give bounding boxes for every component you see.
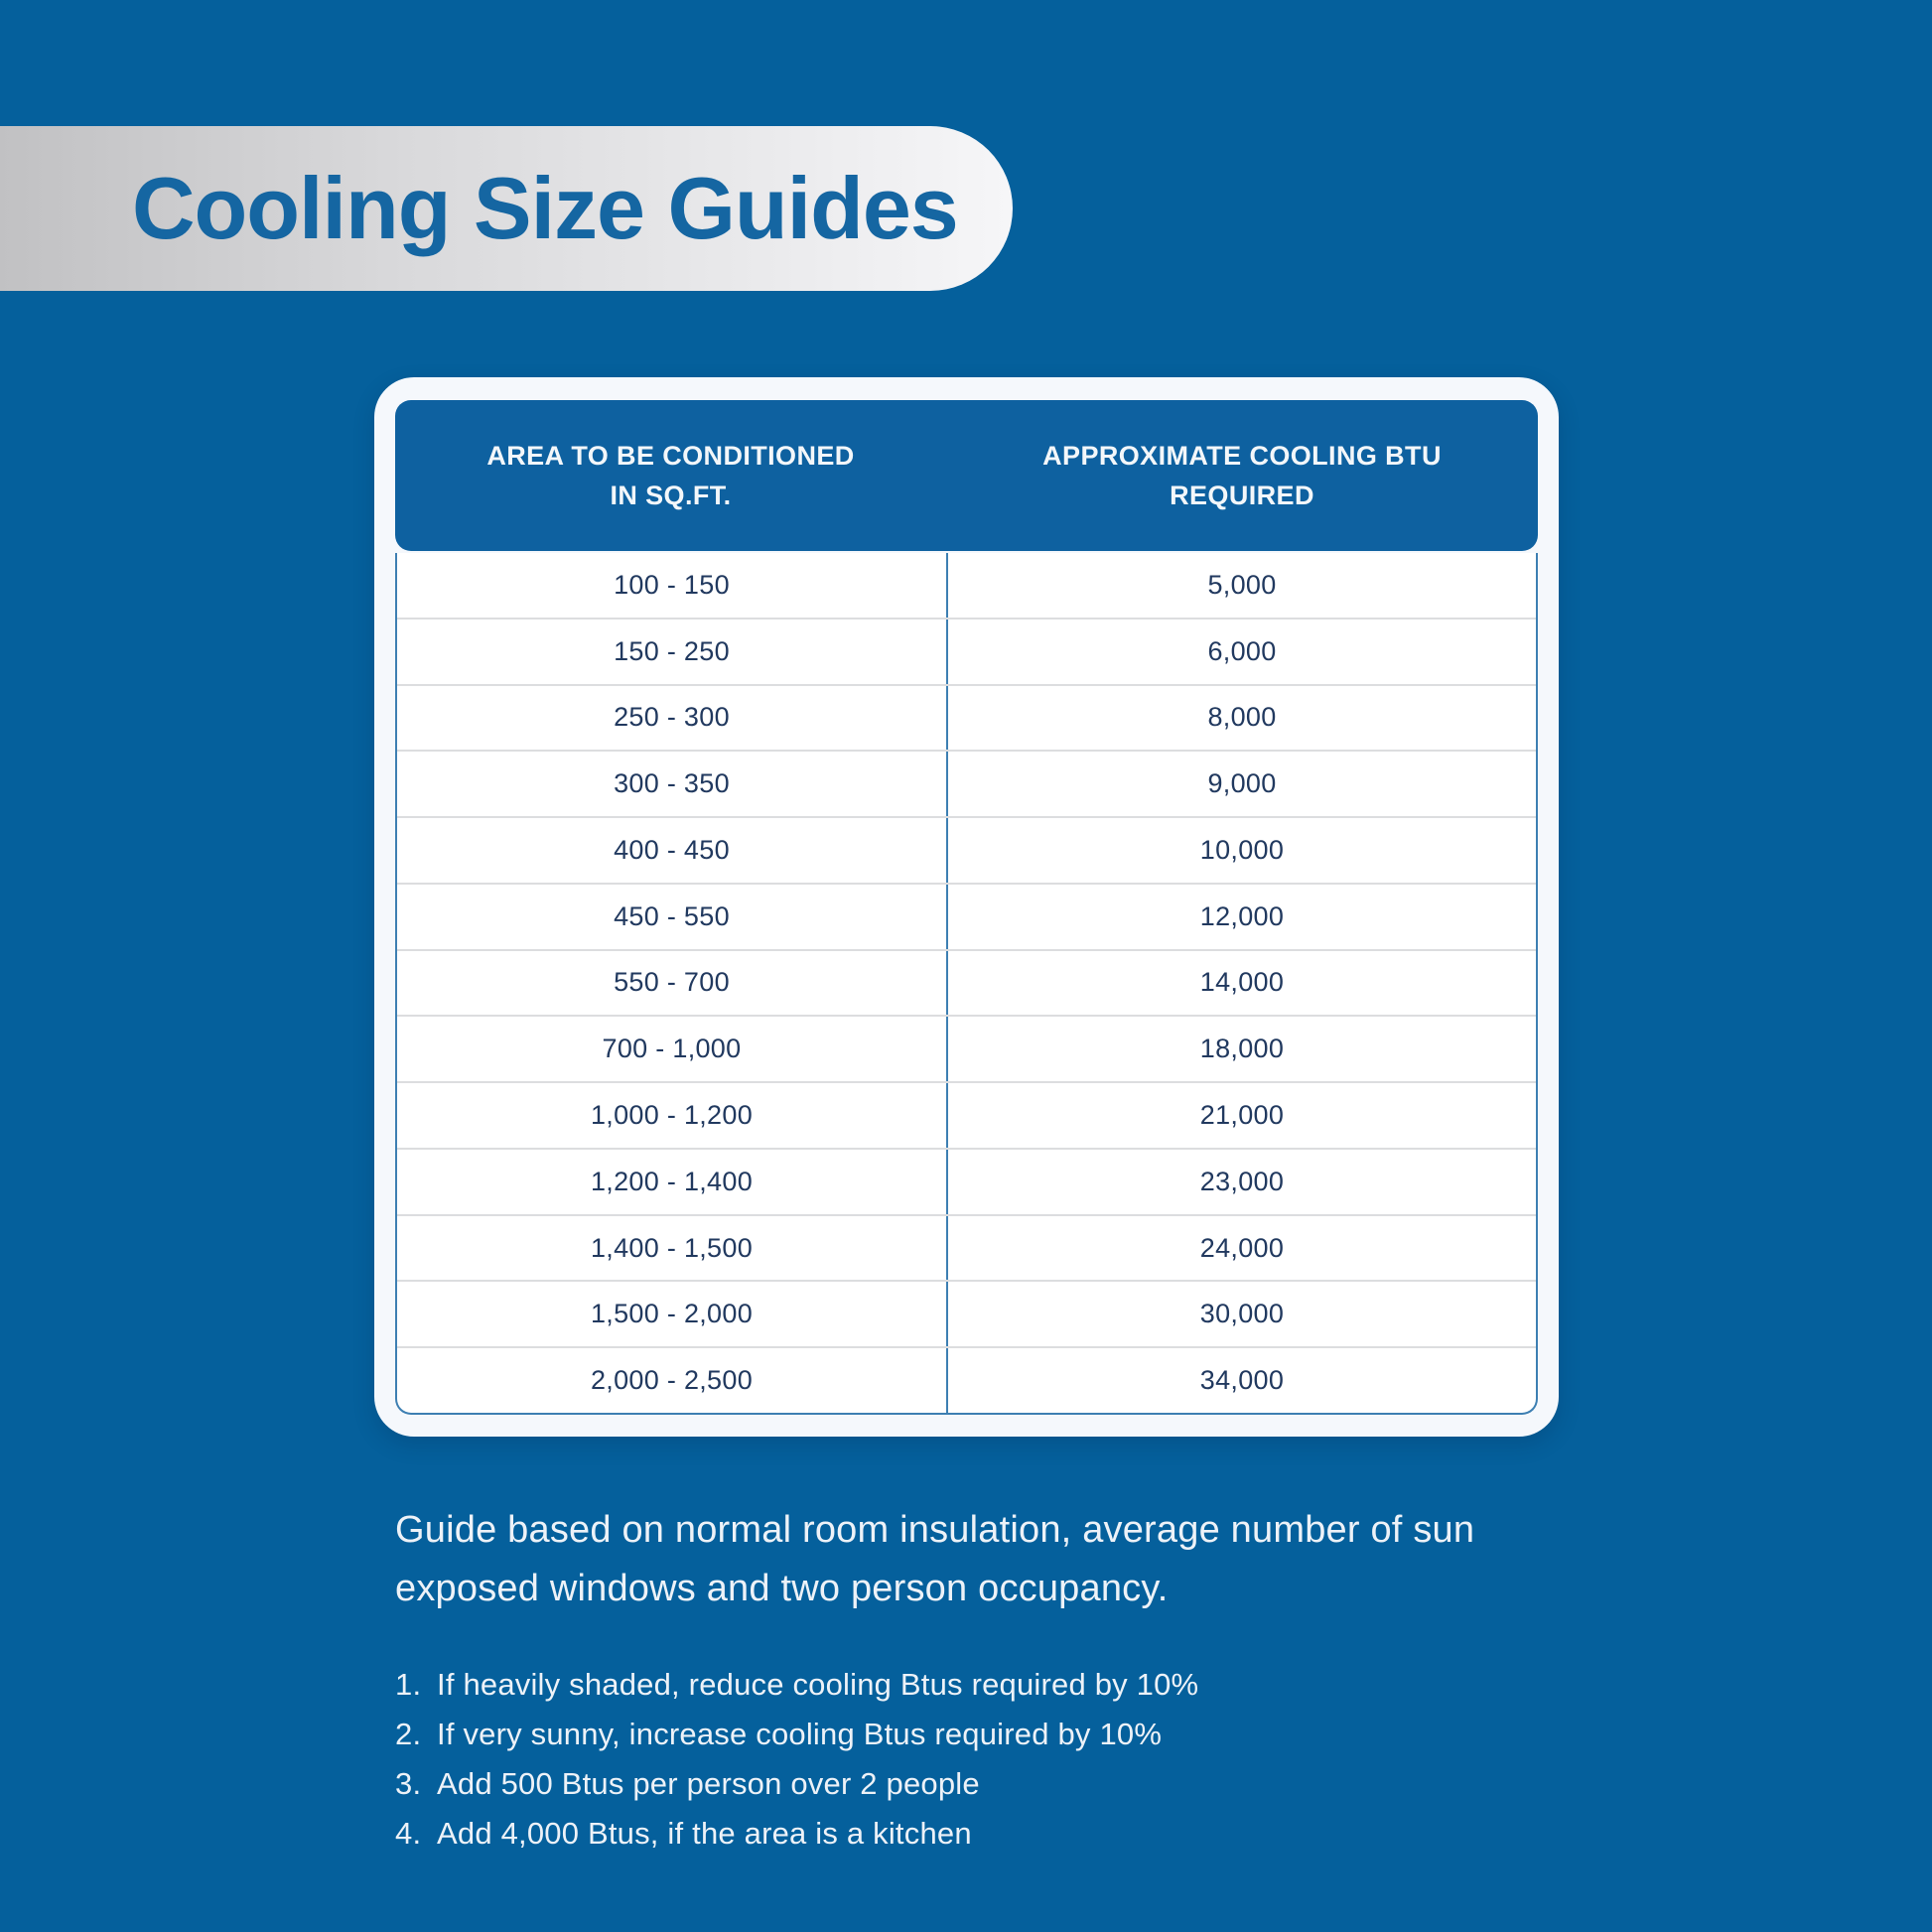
area-cell: 400 - 450: [397, 818, 948, 883]
table-row: 1,200 - 1,400 23,000: [397, 1149, 1536, 1216]
page-title: Cooling Size Guides: [132, 159, 959, 257]
table-row: 1,000 - 1,200 21,000: [397, 1083, 1536, 1150]
btu-cell: 23,000: [1199, 1166, 1285, 1196]
table-header: AREA TO BE CONDITIONED IN SQ.FT. APPROXI…: [395, 400, 1538, 551]
area-cell: 1,500 - 2,000: [397, 1282, 948, 1347]
area-cell: 550 - 700: [397, 950, 948, 1016]
note-text: Add 4,000 Btus, if the area is a kitchen: [437, 1816, 972, 1851]
column-header-area: AREA TO BE CONDITIONED IN SQ.FT.: [486, 440, 855, 511]
note-item: 1. If heavily shaded, reduce cooling Btu…: [395, 1660, 1198, 1710]
area-cell: 2,000 - 2,500: [397, 1348, 948, 1413]
area-cell: 1,400 - 1,500: [397, 1215, 948, 1281]
area-cell: 1,200 - 1,400: [397, 1149, 948, 1214]
btu-cell: 24,000: [1199, 1232, 1285, 1263]
note-number: 3.: [395, 1766, 422, 1801]
note-item: 3. Add 500 Btus per person over 2 people: [395, 1759, 1198, 1809]
note-text: Add 500 Btus per person over 2 people: [437, 1766, 980, 1801]
table-row: 300 - 350 9,000: [397, 752, 1536, 819]
area-cell: 150 - 250: [397, 619, 948, 684]
notes-list: 1. If heavily shaded, reduce cooling Btu…: [395, 1660, 1198, 1859]
btu-cell: 12,000: [1199, 900, 1285, 931]
cooling-table-card: AREA TO BE CONDITIONED IN SQ.FT. APPROXI…: [374, 377, 1559, 1437]
note-item: 4. Add 4,000 Btus, if the area is a kitc…: [395, 1809, 1198, 1859]
area-cell: 100 - 150: [397, 553, 948, 618]
table-row: 2,000 - 2,500 34,000: [397, 1348, 1536, 1413]
btu-cell: 6,000: [1207, 635, 1277, 666]
table-row: 400 - 450 10,000: [397, 818, 1536, 885]
btu-cell: 10,000: [1199, 834, 1285, 865]
title-banner: Cooling Size Guides: [0, 126, 1013, 291]
btu-cell: 30,000: [1199, 1299, 1285, 1329]
area-cell: 250 - 300: [397, 685, 948, 751]
btu-cell: 21,000: [1199, 1100, 1285, 1130]
area-cell: 300 - 350: [397, 752, 948, 817]
table-row: 150 - 250 6,000: [397, 619, 1536, 686]
btu-cell: 18,000: [1199, 1034, 1285, 1064]
btu-cell: 34,000: [1199, 1365, 1285, 1396]
table-row: 1,500 - 2,000 30,000: [397, 1282, 1536, 1349]
btu-cell: 14,000: [1199, 967, 1285, 998]
note-item: 2. If very sunny, increase cooling Btus …: [395, 1710, 1198, 1759]
btu-cell: 8,000: [1207, 702, 1277, 733]
area-cell: 450 - 550: [397, 884, 948, 949]
table-row: 1,400 - 1,500 24,000: [397, 1215, 1536, 1283]
table-row: 700 - 1,000 18,000: [397, 1017, 1536, 1084]
guide-basis-text: Guide based on normal room insulation, a…: [395, 1509, 1475, 1609]
table-body: 100 - 150 5,000 150 - 250 6,000 250 - 30…: [395, 553, 1538, 1415]
note-text: If very sunny, increase cooling Btus req…: [437, 1717, 1163, 1751]
btu-cell: 5,000: [1207, 569, 1277, 600]
column-header-btu: APPROXIMATE COOLING BTU REQUIRED: [1042, 440, 1442, 511]
btu-cell: 9,000: [1207, 768, 1277, 799]
table-row: 450 - 550 12,000: [397, 884, 1536, 951]
note-text: If heavily shaded, reduce cooling Btus r…: [437, 1667, 1199, 1702]
note-number: 1.: [395, 1667, 422, 1702]
note-number: 2.: [395, 1717, 422, 1751]
area-cell: 1,000 - 1,200: [397, 1083, 948, 1148]
table-row: 250 - 300 8,000: [397, 685, 1536, 753]
table-row: 550 - 700 14,000: [397, 950, 1536, 1018]
table-row: 100 - 150 5,000: [397, 553, 1536, 620]
note-number: 4.: [395, 1816, 422, 1851]
area-cell: 700 - 1,000: [397, 1017, 948, 1082]
